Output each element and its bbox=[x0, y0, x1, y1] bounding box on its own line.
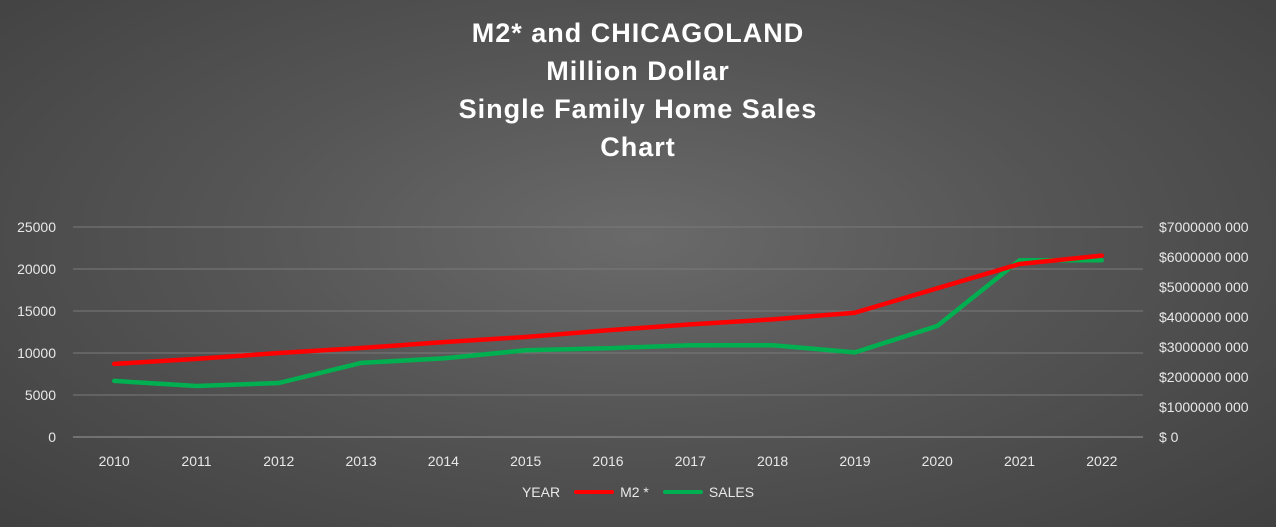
legend-swatch-sales bbox=[662, 490, 703, 494]
y-left-tick-label: 20000 bbox=[17, 261, 56, 277]
x-tick-label: 2011 bbox=[181, 453, 211, 469]
legend-item-m2: M2 * bbox=[574, 484, 649, 500]
chart-title-line-4: Chart bbox=[600, 132, 676, 162]
y-right-tick-label: $3000000 000 bbox=[1159, 339, 1249, 355]
left-axis-ticks: 0 5000 10000 15000 20000 25000 bbox=[17, 219, 56, 445]
legend-label-m2: M2 * bbox=[620, 484, 649, 500]
x-axis-ticks: 2010 2011 2012 2013 2014 2015 2016 2017 2018 2019… bbox=[99, 453, 1118, 469]
x-tick-label: 2012 bbox=[263, 453, 294, 469]
legend-label-year: YEAR bbox=[521, 484, 561, 500]
y-left-tick-label: 15000 bbox=[17, 303, 56, 319]
x-tick-label: 2021 bbox=[1004, 453, 1035, 469]
x-tick-label: 2013 bbox=[345, 453, 376, 469]
y-left-tick-label: 5000 bbox=[25, 387, 56, 403]
chart-title-line-2: Million Dollar bbox=[546, 56, 730, 86]
x-tick-label: 2010 bbox=[99, 453, 130, 469]
y-right-tick-label: $4000000 000 bbox=[1159, 309, 1249, 325]
y-right-tick-label: $5000000 000 bbox=[1159, 279, 1249, 295]
legend-label-sales: SALES bbox=[708, 484, 755, 500]
x-tick-label: 2022 bbox=[1086, 453, 1117, 469]
y-right-tick-label: $1000000 000 bbox=[1159, 399, 1249, 415]
y-right-tick-label: $7000000 000 bbox=[1159, 219, 1249, 235]
series-line-sales bbox=[111, 258, 1105, 389]
legend-item-year: YEAR bbox=[522, 484, 560, 500]
legend-swatch-m2 bbox=[574, 490, 615, 494]
x-tick-label: 2014 bbox=[428, 453, 459, 469]
chart-title-line-1: M2* and CHICAGOLAND bbox=[471, 18, 805, 48]
y-right-tick-label: $2000000 000 bbox=[1159, 369, 1249, 385]
y-right-tick-label: $6000000 000 bbox=[1159, 249, 1249, 265]
x-tick-label: 2016 bbox=[592, 453, 623, 469]
y-right-tick-label: $ 0 bbox=[1159, 429, 1179, 445]
gridlines bbox=[73, 226, 1143, 438]
x-tick-label: 2018 bbox=[757, 453, 788, 469]
legend: YEAR M2 * SALES bbox=[0, 484, 1276, 500]
y-left-tick-label: 0 bbox=[48, 429, 56, 445]
chart-title-line-3: Single Family Home Sales bbox=[458, 94, 818, 124]
series-line-m2 bbox=[111, 253, 1105, 367]
x-tick-label: 2019 bbox=[839, 453, 870, 469]
y-left-tick-label: 10000 bbox=[17, 345, 56, 361]
series-lines bbox=[111, 253, 1105, 389]
x-tick-label: 2017 bbox=[675, 453, 706, 469]
y-left-tick-label: 25000 bbox=[17, 219, 56, 235]
legend-item-sales: SALES bbox=[662, 484, 755, 500]
x-tick-label: 2015 bbox=[510, 453, 541, 469]
right-axis-ticks: $ 0 $1000000 000 $2000000 000 $3000000 000 $… bbox=[1159, 219, 1249, 445]
x-tick-label: 2020 bbox=[922, 453, 953, 469]
chart-title: M2* and CHICAGOLAND Million Dollar Singl… bbox=[0, 14, 1276, 166]
